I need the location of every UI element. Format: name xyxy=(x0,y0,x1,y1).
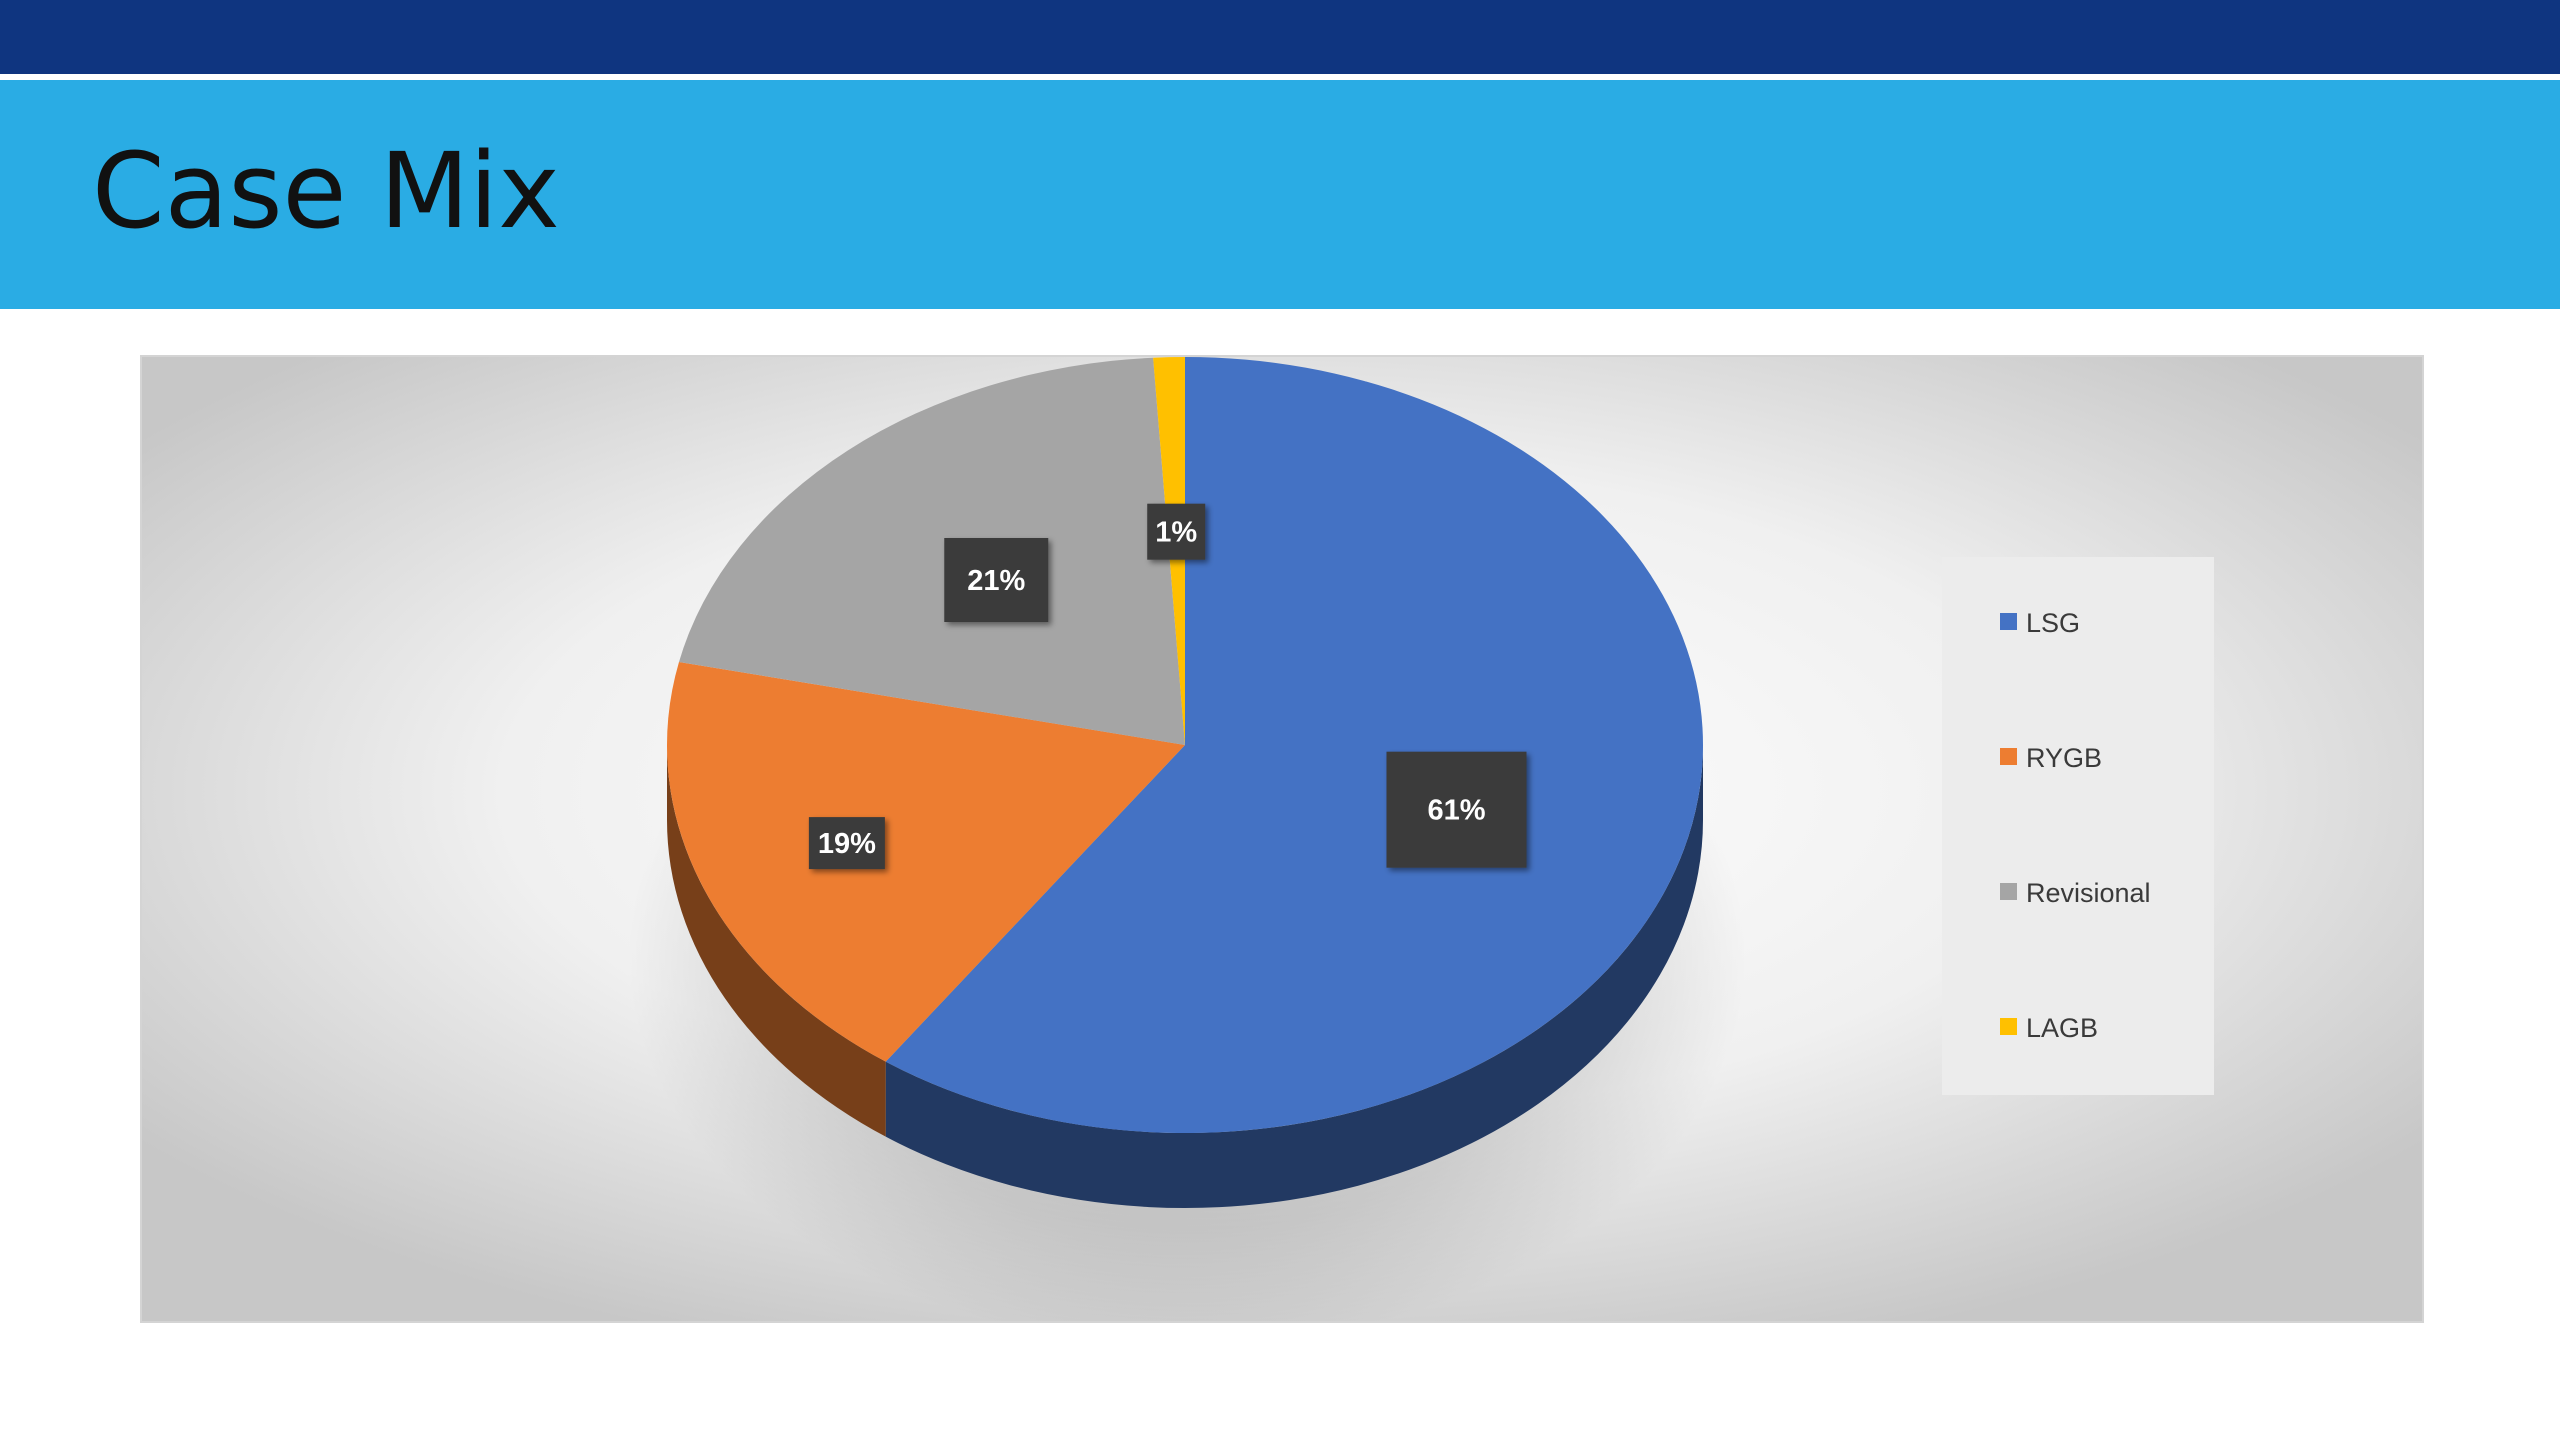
pie-slice-revisional xyxy=(678,357,1185,745)
legend-swatch xyxy=(2000,748,2017,765)
pie-data-labels: 61% 19% 21% 1% xyxy=(808,503,1527,870)
data-label-lagb: 1% xyxy=(1147,503,1206,560)
legend-item-rygb: RYGB xyxy=(2000,743,2102,773)
data-label-box xyxy=(808,817,885,870)
slide-title: Case Mix xyxy=(92,130,560,252)
data-label-box xyxy=(944,537,1049,622)
chart-area: 61% 19% 21% 1% LSG RYGB Revisional LAGB xyxy=(140,355,2424,1323)
legend-swatch xyxy=(2000,883,2017,900)
legend-label: Revisional xyxy=(2026,878,2151,908)
legend-label: LSG xyxy=(2026,608,2080,638)
data-label-text: 21% xyxy=(967,565,1025,597)
chart-legend: LSG RYGB Revisional LAGB xyxy=(1942,557,2214,1095)
header-divider xyxy=(0,74,2560,80)
pie-chart: 61% 19% 21% 1% LSG RYGB Revisional LAGB xyxy=(142,357,2422,1321)
pie-side-rygb xyxy=(667,745,886,1137)
data-label-text: 61% xyxy=(1427,795,1485,827)
data-label-text: 19% xyxy=(818,828,876,860)
legend-item-lsg: LSG xyxy=(2000,608,2080,638)
legend-item-revisional: Revisional xyxy=(2000,878,2151,908)
title-band xyxy=(0,80,2560,309)
legend-item-lagb: LAGB xyxy=(2000,1013,2098,1043)
data-label-rygb: 19% xyxy=(808,817,885,870)
legend-swatch xyxy=(2000,613,2017,630)
pie-slice-rygb xyxy=(666,661,1185,1062)
legend-swatch xyxy=(2000,1018,2017,1035)
data-label-box xyxy=(1386,751,1527,868)
data-label-lsg: 61% xyxy=(1386,751,1527,868)
slide-header-bar xyxy=(0,0,2560,74)
data-label-text: 1% xyxy=(1155,517,1197,549)
data-label-box xyxy=(1147,503,1206,560)
legend-label: RYGB xyxy=(2026,743,2102,773)
pie-sides xyxy=(667,745,1703,1208)
pie-slices xyxy=(666,357,1703,1133)
pie-slice-lsg xyxy=(885,357,1703,1133)
legend-label: LAGB xyxy=(2026,1013,2098,1043)
data-label-revisional: 21% xyxy=(944,537,1049,622)
pie-side-lsg xyxy=(885,745,1703,1208)
legend-background xyxy=(1942,557,2214,1095)
